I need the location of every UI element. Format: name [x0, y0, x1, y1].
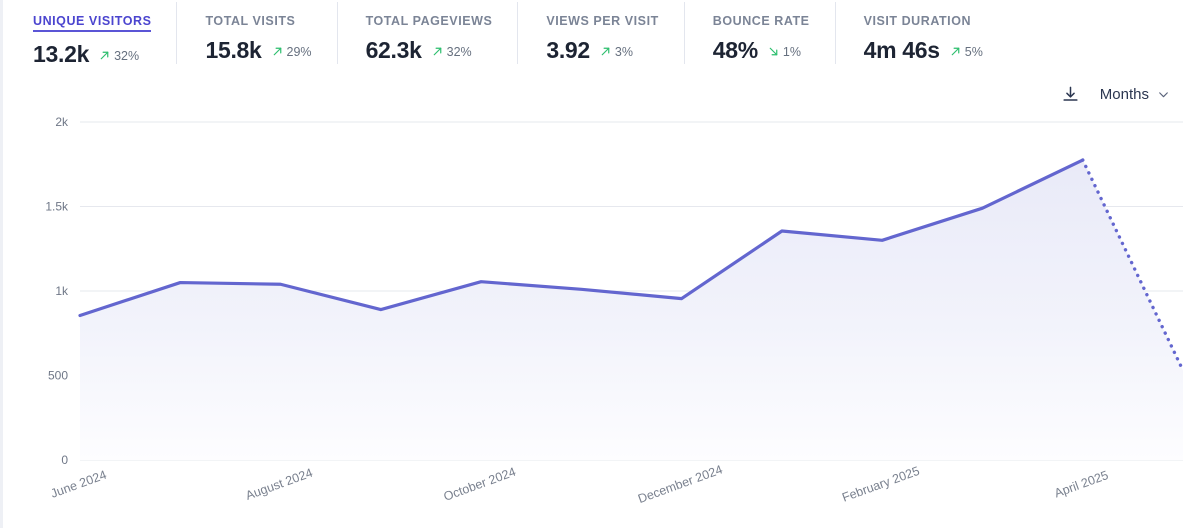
metric-tab-unique-visitors[interactable]: UNIQUE VISITORS 13.2k 32% — [25, 0, 178, 67]
metric-tab-total-pageviews[interactable]: TOTAL PAGEVIEWS 62.3k 32% — [338, 0, 519, 64]
metric-delta: 3% — [599, 45, 633, 59]
x-axis-tick-label: October 2024 — [442, 465, 518, 504]
x-axis-tick-label: February 2025 — [840, 464, 921, 505]
metric-delta: 5% — [949, 45, 983, 59]
x-axis-tick-label: April 2025 — [1053, 468, 1111, 500]
y-axis-tick-label: 1k — [55, 284, 69, 298]
metric-delta: 32% — [431, 45, 472, 59]
metric-label: TOTAL VISITS — [205, 14, 296, 28]
metric-value-row: 13.2k 32% — [33, 41, 151, 68]
metric-label: VISIT DURATION — [863, 14, 972, 28]
metric-value: 13.2k — [33, 41, 90, 67]
chart-line-solid — [78, 158, 1085, 318]
x-axis-tick-label: June 2024 — [49, 468, 109, 501]
metric-delta-value: 5% — [964, 44, 983, 59]
y-axis-tick-label: 2k — [55, 115, 69, 129]
metrics-bar: UNIQUE VISITORS 13.2k 32% TOTAL VISITS 15.8k… — [3, 0, 1192, 78]
metric-delta: 1% — [767, 45, 801, 59]
metric-value-row: 62.3k 32% — [366, 37, 493, 64]
download-icon[interactable] — [1061, 85, 1080, 104]
metric-delta: 32% — [98, 49, 139, 63]
trend-up-icon — [433, 47, 441, 56]
metric-label: TOTAL PAGEVIEWS — [365, 14, 493, 28]
metric-delta-value: 32% — [114, 48, 140, 63]
trend-up-icon — [951, 47, 960, 56]
metric-value-row: 3.92 3% — [546, 37, 658, 64]
metric-value: 62.3k — [365, 37, 422, 63]
x-axis-tick-label: August 2024 — [244, 466, 315, 503]
metric-delta-value: 32% — [446, 44, 472, 59]
metric-value-row: 48% 1% — [713, 37, 810, 64]
metric-tab-total-visits[interactable]: TOTAL VISITS 15.8k 29% — [177, 0, 338, 64]
visitors-chart: 0 500 1k 1.5k 2k June 2024 August 2024 October … — [3, 108, 1192, 528]
period-selector[interactable]: Months — [1100, 86, 1170, 103]
y-axis-tick-label: 1.5k — [45, 200, 69, 214]
metric-value-row: 4m 46s 5% — [864, 37, 983, 64]
metric-label: VIEWS PER VISIT — [546, 14, 659, 28]
metric-value: 48% — [712, 37, 758, 63]
metric-delta: 29% — [271, 45, 312, 59]
metric-delta-value: 29% — [286, 44, 312, 59]
metric-value: 3.92 — [546, 37, 590, 63]
trend-up-icon — [601, 47, 610, 56]
metric-tab-views-per-visit[interactable]: VIEWS PER VISIT 3.92 3% — [518, 0, 686, 64]
metric-value: 15.8k — [205, 37, 262, 63]
metric-value-row: 15.8k 29% — [205, 37, 311, 64]
y-axis-tick-label: 500 — [48, 369, 68, 383]
trend-down-icon — [769, 47, 778, 56]
trend-up-icon — [100, 51, 109, 60]
metric-label: UNIQUE VISITORS — [33, 14, 152, 32]
chart-toolbar: Months — [1061, 78, 1170, 110]
chart-area-fill — [80, 160, 1183, 460]
x-axis-tick-label: December 2024 — [636, 462, 724, 506]
chart-canvas[interactable]: 0 500 1k 1.5k 2k June 2024 August 2024 October … — [3, 108, 1192, 528]
metric-value: 4m 46s — [863, 37, 941, 63]
trend-up-icon — [273, 47, 281, 56]
period-label: Months — [1099, 85, 1149, 103]
metric-delta-value: 1% — [782, 44, 801, 59]
metric-label: BOUNCE RATE — [712, 14, 810, 28]
y-axis-tick-label: 0 — [61, 453, 68, 467]
metric-delta-value: 3% — [614, 44, 633, 59]
metric-tab-bounce-rate[interactable]: BOUNCE RATE 48% 1% — [685, 0, 836, 64]
chevron-down-icon — [1159, 91, 1168, 97]
metric-tab-visit-duration[interactable]: VISIT DURATION 4m 46s 5% — [836, 0, 1009, 64]
